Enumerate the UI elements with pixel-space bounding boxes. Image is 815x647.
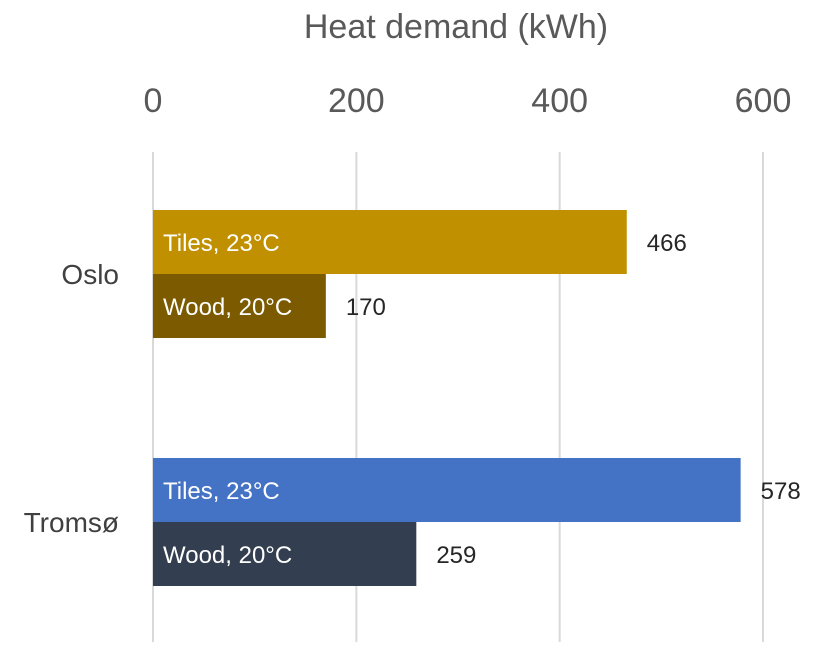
bar	[153, 210, 627, 274]
category-labels: Oslo Tromsø	[24, 259, 119, 538]
bar-series-label: Wood, 20°C	[163, 294, 292, 321]
bar-value-label: 170	[346, 294, 386, 321]
bar-value-label: 466	[647, 230, 687, 257]
bar	[153, 458, 741, 522]
bar-value-label: 259	[436, 542, 476, 569]
category-label: Oslo	[61, 259, 119, 290]
bars: Tiles, 23°C 466 Wood, 20°C 170 Tiles, 23°C 57…	[153, 210, 801, 586]
bar-series-label: Tiles, 23°C	[163, 230, 280, 257]
x-axis-title: Heat demand (kWh)	[304, 8, 608, 46]
bar-series-label: Tiles, 23°C	[163, 478, 280, 505]
category-label: Tromsø	[24, 507, 119, 538]
x-tick-label: 600	[735, 82, 792, 120]
bar-series-label: Wood, 20°C	[163, 542, 292, 569]
x-tick-label: 200	[328, 82, 385, 120]
bar-value-label: 578	[761, 478, 801, 505]
x-tick-label: 0	[144, 82, 163, 120]
bar	[153, 522, 417, 586]
x-tick-label: 400	[531, 82, 588, 120]
x-tick-labels: 0 200 400 600	[144, 82, 792, 120]
bar	[153, 274, 326, 338]
